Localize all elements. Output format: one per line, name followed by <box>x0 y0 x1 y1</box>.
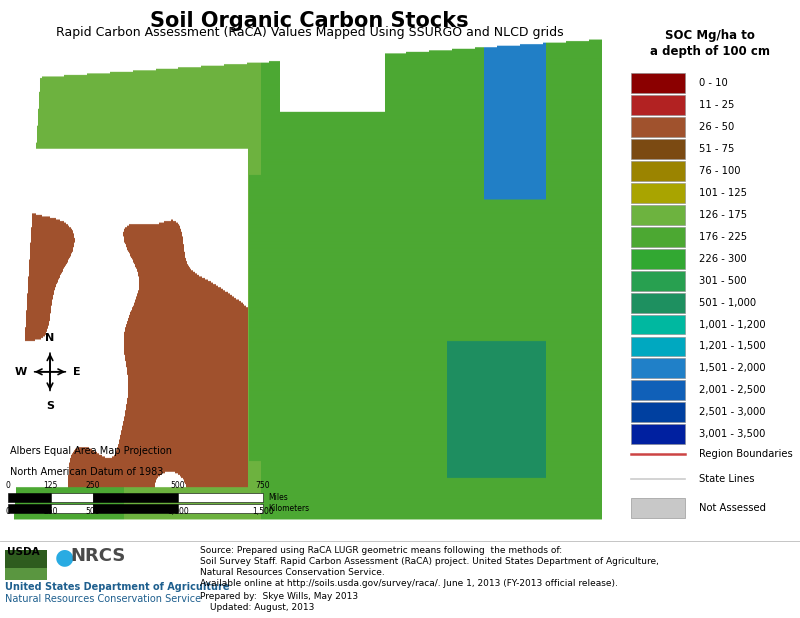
Text: 26 - 50: 26 - 50 <box>699 122 734 132</box>
Bar <box>630 117 685 137</box>
Text: 250: 250 <box>43 507 58 516</box>
Text: SOC Mg/ha to
a depth of 100 cm: SOC Mg/ha to a depth of 100 cm <box>650 29 770 58</box>
Text: 500: 500 <box>170 481 186 490</box>
Text: Soil Organic Carbon Stocks: Soil Organic Carbon Stocks <box>150 11 469 31</box>
Bar <box>630 183 685 203</box>
Text: 126 - 175: 126 - 175 <box>699 210 747 220</box>
Bar <box>630 161 685 181</box>
Bar <box>630 271 685 290</box>
Text: 1,500: 1,500 <box>252 507 274 516</box>
Text: 750: 750 <box>256 481 270 490</box>
Bar <box>50 493 93 502</box>
Text: 500: 500 <box>86 507 100 516</box>
Text: 501 - 1,000: 501 - 1,000 <box>699 298 756 308</box>
Bar <box>630 74 685 93</box>
Text: E: E <box>74 367 81 377</box>
Text: 51 - 75: 51 - 75 <box>699 144 734 154</box>
Text: 250: 250 <box>86 481 100 490</box>
Bar <box>630 315 685 334</box>
Bar <box>8 504 50 513</box>
Text: State Lines: State Lines <box>699 474 754 484</box>
Bar <box>178 493 263 502</box>
Text: Rapid Carbon Assessment (RaCA) Values Mapped Using SSURGO and NLCD grids: Rapid Carbon Assessment (RaCA) Values Ma… <box>56 26 563 39</box>
Text: 176 - 225: 176 - 225 <box>699 232 747 242</box>
Text: NRCS: NRCS <box>70 547 126 565</box>
Bar <box>630 358 685 378</box>
Bar <box>630 381 685 400</box>
Bar <box>630 205 685 225</box>
Text: S: S <box>46 401 54 411</box>
Bar <box>50 504 93 513</box>
Bar <box>630 139 685 159</box>
Text: 101 - 125: 101 - 125 <box>699 188 747 198</box>
Bar <box>630 249 685 269</box>
Bar <box>93 493 178 502</box>
Text: N: N <box>46 332 54 342</box>
Bar <box>93 504 178 513</box>
Text: Albers Equal Area Map Projection: Albers Equal Area Map Projection <box>10 446 172 455</box>
Text: 1,001 - 1,200: 1,001 - 1,200 <box>699 320 766 329</box>
Text: Prepared by:  Skye Wills, May 2013: Prepared by: Skye Wills, May 2013 <box>200 592 358 601</box>
Bar <box>630 498 685 518</box>
Text: 0: 0 <box>6 507 10 516</box>
Text: 1,201 - 1,500: 1,201 - 1,500 <box>699 342 766 352</box>
Text: 3,001 - 3,500: 3,001 - 3,500 <box>699 430 766 439</box>
Bar <box>5 568 47 580</box>
Text: 0 - 10: 0 - 10 <box>699 78 728 88</box>
Bar <box>178 504 263 513</box>
Text: Miles: Miles <box>268 493 288 502</box>
Bar <box>8 493 50 502</box>
Text: Source: Prepared using RaCA LUGR geometric means following  the methods of:: Source: Prepared using RaCA LUGR geometr… <box>200 546 562 555</box>
Text: 11 - 25: 11 - 25 <box>699 100 734 110</box>
Text: United States Department of Agriculture: United States Department of Agriculture <box>5 582 230 592</box>
Text: 2,001 - 2,500: 2,001 - 2,500 <box>699 386 766 396</box>
Text: 1,000: 1,000 <box>167 507 189 516</box>
Text: Natural Resources Conservation Service.: Natural Resources Conservation Service. <box>200 568 385 577</box>
Text: W: W <box>14 367 27 377</box>
Text: 2,501 - 3,000: 2,501 - 3,000 <box>699 407 766 417</box>
Text: Updated: August, 2013: Updated: August, 2013 <box>210 603 314 612</box>
Bar <box>630 337 685 357</box>
Text: North American Datum of 1983: North American Datum of 1983 <box>10 467 163 477</box>
Bar <box>630 425 685 444</box>
Bar <box>5 550 47 580</box>
Text: 0: 0 <box>6 481 10 490</box>
Bar <box>630 227 685 247</box>
Text: 226 - 300: 226 - 300 <box>699 254 747 264</box>
Text: USDA: USDA <box>7 547 40 557</box>
Text: ●: ● <box>55 547 74 567</box>
Text: Not Assessed: Not Assessed <box>699 503 766 513</box>
Text: 301 - 500: 301 - 500 <box>699 276 747 286</box>
Text: Kilometers: Kilometers <box>268 504 309 513</box>
Text: Natural Resources Conservation Service: Natural Resources Conservation Service <box>5 594 201 604</box>
Bar <box>630 95 685 115</box>
Bar <box>630 293 685 313</box>
Text: Region Boundaries: Region Boundaries <box>699 449 793 459</box>
Text: 76 - 100: 76 - 100 <box>699 166 741 176</box>
Text: Available online at http://soils.usda.gov/survey/raca/. June 1, 2013 (FY-2013 of: Available online at http://soils.usda.go… <box>200 579 618 588</box>
Text: Soil Survey Staff. Rapid Carbon Assessment (RaCA) project. United States Departm: Soil Survey Staff. Rapid Carbon Assessme… <box>200 557 659 566</box>
Text: 1,501 - 2,000: 1,501 - 2,000 <box>699 363 766 373</box>
Bar <box>630 402 685 422</box>
Text: 125: 125 <box>43 481 58 490</box>
